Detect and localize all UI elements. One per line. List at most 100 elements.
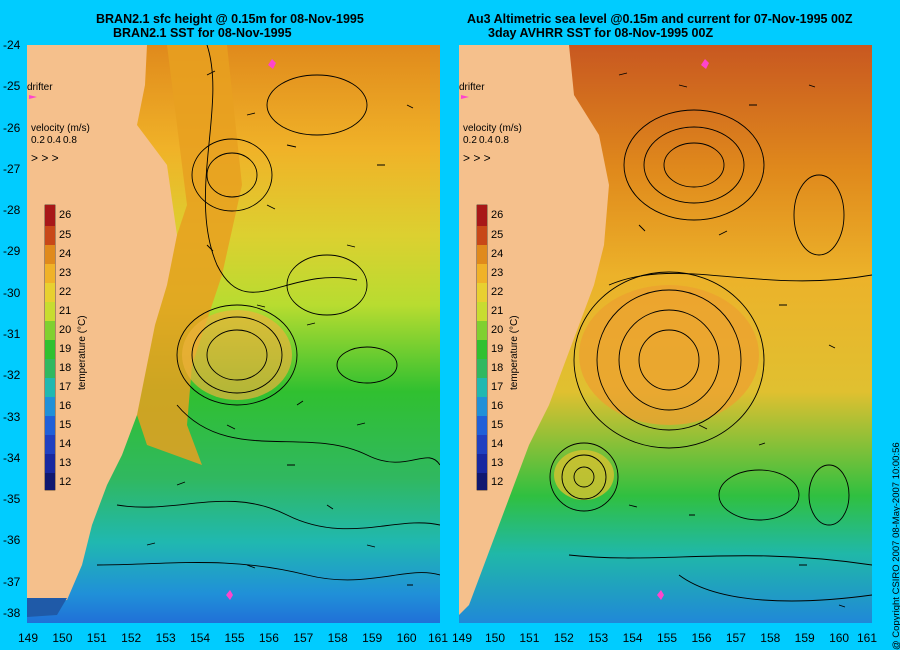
colorbar-label: 26 — [59, 209, 72, 221]
current-vectors — [146, 70, 414, 586]
y-axis-label: -30 — [3, 285, 21, 300]
x-axis-label: 156 — [691, 631, 712, 645]
colorbar-label: 17 — [59, 381, 72, 393]
velocity-label: velocity (m/s) — [463, 123, 522, 134]
colorbar-label: 15 — [59, 419, 72, 431]
drifter-track — [268, 59, 276, 69]
y-axis-label: -37 — [3, 574, 21, 589]
eddy-small — [554, 450, 614, 500]
colorbar-label: 14 — [59, 438, 72, 450]
colorbar-swatch — [45, 245, 55, 264]
sst-map-left: > > > — [27, 45, 440, 623]
colorbar — [476, 204, 488, 491]
velocity-tick: 0.2 — [463, 135, 477, 146]
colorbar-label: 18 — [491, 362, 504, 374]
colorbar-label: 26 — [491, 209, 504, 221]
colorbar-title: temperature (°C) — [509, 315, 520, 390]
colorbar-label: 24 — [59, 248, 72, 260]
copyright-text: @ Copyright CSIRO 2007 08-May-2007 10:00… — [891, 442, 900, 650]
colorbar-label: 23 — [491, 267, 504, 279]
colorbar-label: 21 — [59, 305, 72, 317]
colorbar-swatch — [477, 416, 487, 435]
x-axis-label: 151 — [519, 631, 540, 645]
colorbar-label: 16 — [491, 400, 504, 412]
x-axis-label: 152 — [121, 631, 142, 645]
velocity-tick: 0.4 — [47, 135, 61, 146]
drifter-label: drifter — [459, 82, 485, 93]
y-axis-label: -26 — [3, 120, 21, 135]
colorbar-label: 18 — [59, 362, 72, 374]
drifter-track — [226, 590, 233, 600]
x-axis-label: 155 — [224, 631, 245, 645]
colorbar-label: 12 — [491, 476, 504, 488]
velocity-tick: 0.8 — [495, 135, 509, 146]
colorbar-swatch — [477, 340, 487, 359]
colorbar-swatch — [45, 454, 55, 473]
colorbar-label: 17 — [491, 381, 504, 393]
y-axis-label: -29 — [3, 244, 21, 259]
x-axis-label: 150 — [484, 631, 506, 645]
x-axis-label: 159 — [794, 631, 815, 645]
x-axis-label: 153 — [588, 631, 609, 645]
colorbar-swatch — [45, 397, 55, 416]
eddy-warm — [579, 285, 759, 425]
colorbar-swatch — [477, 473, 487, 490]
colorbar-swatch — [477, 226, 487, 245]
x-axis-label: 160 — [396, 631, 417, 645]
colorbar-swatch — [45, 302, 55, 321]
colorbar-label: 14 — [491, 438, 504, 450]
y-axis-label: -35 — [3, 492, 21, 507]
colorbar-title: temperature (°C) — [77, 315, 88, 390]
y-axis-label: -34 — [3, 450, 21, 465]
colorbar-label: 22 — [491, 286, 504, 298]
colorbar-label: 25 — [59, 229, 72, 241]
drifter-marks — [226, 59, 276, 600]
x-axis-label: 156 — [258, 631, 279, 645]
colorbar-label: 19 — [491, 343, 504, 355]
colorbar-label: 22 — [59, 286, 72, 298]
y-axis-label: -27 — [3, 161, 21, 176]
left-title-line2: BRAN2.1 SST for 08-Nov-1995 — [113, 26, 292, 40]
x-axis-label: 159 — [362, 631, 383, 645]
sst-map-right: > > > — [459, 45, 872, 623]
map-panel-left: > > > drifter velocity (m/s) 0.2 0.4 0.8… — [27, 45, 440, 623]
colorbar-label: 20 — [59, 324, 72, 336]
current-vectors — [618, 72, 846, 608]
colorbar-swatch — [45, 205, 55, 226]
velocity-tick: 0.8 — [63, 135, 77, 146]
x-axis-label: 161 — [856, 631, 878, 645]
colorbar-label: 13 — [491, 457, 504, 469]
velocity-arrow-icons: > > > — [463, 151, 491, 165]
y-axis-label: -32 — [3, 368, 21, 383]
colorbar-label: 16 — [59, 400, 72, 412]
x-axis-label: 157 — [293, 631, 314, 645]
sea-level-contours — [549, 109, 872, 602]
colorbar-swatch — [477, 435, 487, 454]
colorbar-label: 25 — [491, 229, 504, 241]
colorbar-label: 21 — [491, 305, 504, 317]
x-axis-label: 150 — [52, 631, 73, 645]
land-area — [27, 45, 177, 605]
x-axis-label: 152 — [553, 631, 574, 645]
drifter-legend-icon — [461, 95, 469, 99]
y-axis-label: -38 — [3, 606, 21, 620]
drifter-marks — [657, 59, 709, 600]
x-axis-label: 151 — [86, 631, 107, 645]
right-title-line2: 3day AVHRR SST for 08-Nov-1995 00Z — [488, 26, 714, 40]
eddy-warm — [182, 310, 292, 400]
colorbar-swatch — [477, 205, 487, 226]
colorbar-label: 19 — [59, 343, 72, 355]
drifter-track — [657, 590, 664, 600]
x-axis-label: 161 — [427, 631, 449, 645]
x-axis-label: 158 — [327, 631, 348, 645]
colorbar-swatch — [45, 378, 55, 397]
y-axis-label: -36 — [3, 533, 21, 548]
colorbar-swatch — [477, 302, 487, 321]
velocity-tick: 0.2 — [31, 135, 45, 146]
warm-current — [127, 45, 242, 465]
x-axis-label: 154 — [622, 631, 643, 645]
colorbar-swatch — [477, 283, 487, 302]
colorbar — [44, 204, 56, 491]
x-axis-label: 160 — [829, 631, 850, 645]
x-axis-label: 155 — [656, 631, 678, 645]
